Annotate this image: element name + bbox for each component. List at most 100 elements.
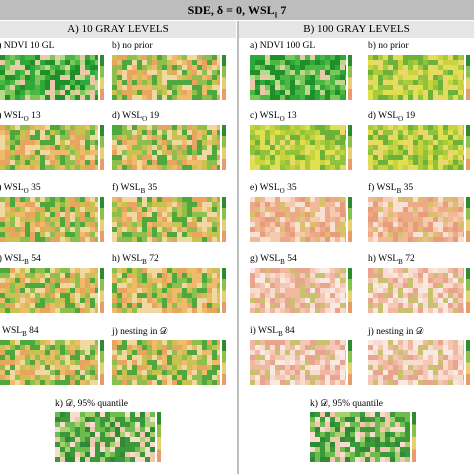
map-cell — [35, 268, 40, 273]
map-cell — [355, 452, 360, 457]
label-sub: O — [142, 114, 148, 123]
map-cell — [368, 360, 373, 365]
map-cell — [182, 365, 187, 370]
map-cell — [217, 293, 220, 298]
map-cell — [15, 90, 20, 95]
map-cell — [212, 355, 217, 360]
map-cell — [140, 447, 145, 452]
map-cell — [453, 288, 458, 293]
map-cell — [25, 365, 30, 370]
map-cell — [285, 308, 290, 313]
map-cell — [340, 237, 345, 242]
map-cell — [122, 340, 127, 345]
map-cell — [192, 140, 197, 145]
map-cell — [330, 222, 335, 227]
map-cell — [60, 75, 65, 80]
map-cell — [80, 55, 85, 60]
map-cell — [127, 135, 132, 140]
map-cell — [335, 140, 340, 145]
map-cell — [443, 155, 448, 160]
map-cell — [55, 288, 60, 293]
map-cell — [197, 197, 202, 202]
map-cell — [150, 442, 155, 447]
map-cell — [285, 380, 290, 385]
map-cell — [187, 155, 192, 160]
map-cell — [167, 237, 172, 242]
map-cell — [428, 75, 433, 80]
map-cell — [368, 75, 373, 80]
map-cell — [290, 303, 295, 308]
title-sub: I — [274, 11, 278, 20]
map-cell — [458, 60, 463, 65]
map-cell — [320, 95, 325, 100]
map-cell — [463, 165, 464, 170]
map-cell — [40, 268, 45, 273]
map-cell — [418, 350, 423, 355]
map-cell — [260, 375, 265, 380]
map-cell — [55, 298, 60, 303]
map-cell — [55, 85, 60, 90]
map-cell — [55, 350, 60, 355]
map-cell — [320, 217, 325, 222]
map-cell — [463, 125, 464, 130]
map-cell — [315, 288, 320, 293]
map-cell — [383, 222, 388, 227]
map-cell — [330, 125, 335, 130]
label-sub: B — [22, 329, 27, 338]
map-cell — [315, 308, 320, 313]
map-cell — [132, 55, 137, 60]
map-cell — [428, 155, 433, 160]
map-cell — [5, 212, 10, 217]
map-cell — [30, 80, 35, 85]
map-cell — [458, 165, 463, 170]
map-cell — [212, 227, 217, 232]
map-cell — [55, 60, 60, 65]
map-cell — [177, 268, 182, 273]
map-cell — [250, 135, 255, 140]
map-cell — [117, 283, 122, 288]
map-cell — [152, 75, 157, 80]
map-cell — [90, 222, 95, 227]
map-cell — [167, 212, 172, 217]
map-cell — [388, 130, 393, 135]
map-cell — [463, 293, 464, 298]
map-cell — [177, 293, 182, 298]
map-cell — [172, 278, 177, 283]
map-cell — [320, 417, 325, 422]
colorbar — [222, 55, 226, 67]
map-cell — [75, 447, 80, 452]
map-cell — [405, 432, 410, 437]
map-cell — [10, 125, 15, 130]
map-cell — [383, 212, 388, 217]
map-cell — [35, 55, 40, 60]
map-cell — [95, 85, 98, 90]
map-cell — [55, 283, 60, 288]
map-cell — [40, 212, 45, 217]
map-cell — [177, 303, 182, 308]
map-cell — [122, 227, 127, 232]
map-cell — [132, 273, 137, 278]
map-cell — [290, 217, 295, 222]
map-cell — [117, 125, 122, 130]
map-cell — [182, 90, 187, 95]
map-cell — [458, 273, 463, 278]
map-cell — [20, 293, 25, 298]
map-cell — [0, 298, 5, 303]
map-cell — [202, 160, 207, 165]
label-label: h) WSL — [112, 254, 143, 264]
map-cell — [137, 212, 142, 217]
map-cell — [398, 60, 403, 65]
map-cell — [403, 135, 408, 140]
map-cell — [433, 217, 438, 222]
map-cell — [285, 80, 290, 85]
map-cell — [393, 365, 398, 370]
map-cell — [300, 232, 305, 237]
map-cell — [30, 60, 35, 65]
map-cell — [255, 303, 260, 308]
panel-label: i) WSLB 84 — [0, 326, 39, 338]
map-cell — [330, 375, 335, 380]
map-cell — [413, 55, 418, 60]
map-cell — [295, 365, 300, 370]
map-cell — [20, 155, 25, 160]
map-cell — [90, 150, 95, 155]
